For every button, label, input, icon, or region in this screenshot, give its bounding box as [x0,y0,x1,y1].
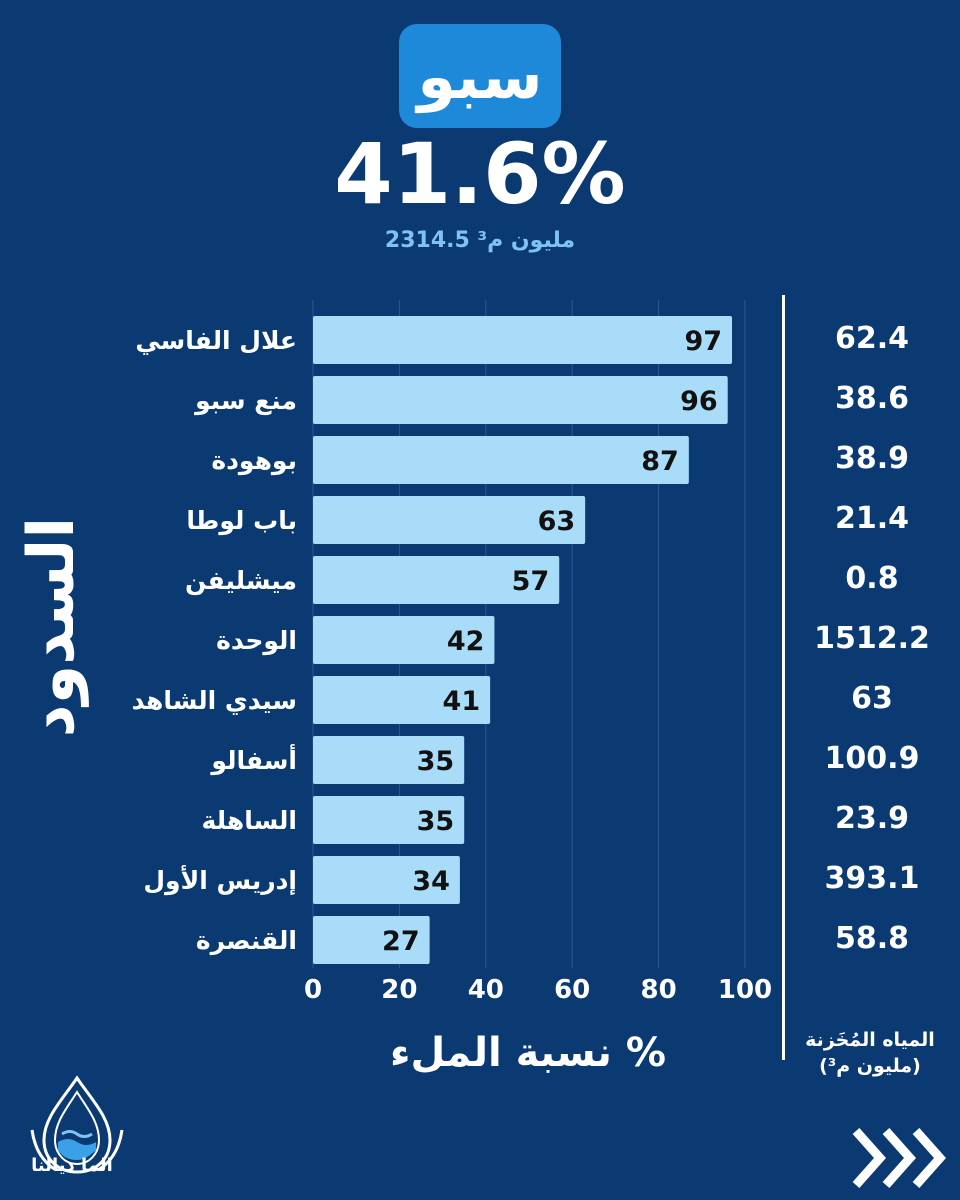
category-label: سيدي الشاهد [132,686,297,716]
storage-title-line1: المياه المُخَزنة [805,1029,935,1051]
bar [313,376,728,424]
water-drop-logo-icon [30,1075,124,1174]
storage-title-line2: (مليون م³) [819,1054,921,1077]
x-tick-label: 60 [554,975,590,1005]
x-tick-label: 40 [468,975,504,1005]
category-label: إدريس الأول [143,865,297,896]
category-label: الوحدة [216,626,297,656]
bar-value-label: 35 [417,806,455,837]
bar-value-label: 27 [382,926,420,957]
storage-value: 0.8 [845,561,899,596]
bar [313,796,465,844]
x-tick-label: 20 [381,975,417,1005]
bar [313,436,689,484]
fill-rate-headline: 41.6% [334,125,626,223]
storage-value: 393.1 [824,861,920,896]
x-tick-label: 100 [718,975,772,1005]
storage-value: 62.4 [834,321,910,356]
x-tick-label: 80 [641,975,677,1005]
x-axis-title: نسبة الملء % [390,1030,666,1076]
storage-value: 63 [851,681,893,716]
storage-value: 38.6 [834,381,910,416]
category-label: بوهودة [211,446,297,476]
basin-badge: سبو [399,24,561,128]
bar [313,316,733,364]
category-label: القنصرة [196,926,297,956]
storage-title: المياه المُخَزنة (مليون م³) [795,1028,945,1079]
storage-value: 21.4 [834,501,910,536]
storage-value: 23.9 [834,801,910,836]
bar [313,916,430,964]
bar-value-label: 63 [538,506,576,537]
bar-value-label: 41 [443,686,481,717]
bar-value-label: 34 [412,866,450,897]
category-label: منع سبو [193,386,297,416]
bar [313,856,460,904]
bar [313,556,560,604]
category-label: أسفالو [209,744,297,776]
bar [313,616,495,664]
bar-value-label: 96 [680,386,718,417]
storage-value: 1512.2 [814,621,930,656]
x-tick-label: 0 [304,975,322,1005]
storage-value: 38.9 [834,441,910,476]
category-label: ميشليفن [185,566,297,596]
next-chevrons-icon[interactable] [850,1125,946,1191]
storage-value: 100.9 [824,741,920,776]
category-label: علال الفاسي [135,326,297,355]
column-divider [782,295,785,1060]
logo-text: الما ديالنا [31,1155,113,1176]
bar [313,736,465,784]
bar-value-label: 87 [641,446,679,477]
total-volume: 2314.5 مليون م³ [384,228,576,253]
storage-value: 58.8 [834,921,910,956]
bar-value-label: 35 [417,746,455,777]
category-label: باب لوطا [186,506,297,536]
category-label: الساهلة [202,806,297,835]
bar [313,496,586,544]
bar [313,676,491,724]
bar-value-label: 42 [447,626,485,657]
bar-value-label: 97 [684,326,722,357]
bar-value-label: 57 [512,566,550,597]
